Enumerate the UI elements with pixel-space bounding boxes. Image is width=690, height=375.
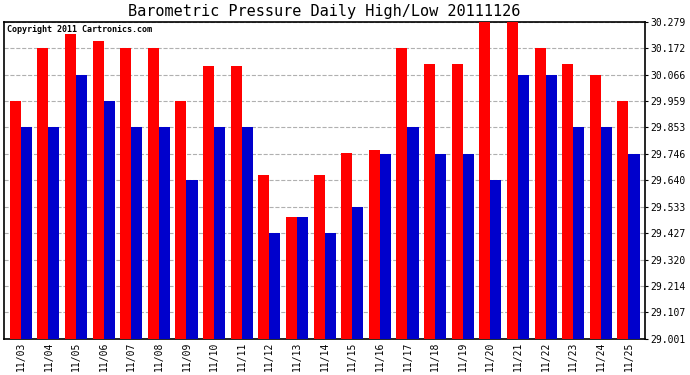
Bar [65,34,76,339]
Bar [573,128,584,339]
Bar [148,48,159,339]
Bar [76,75,87,339]
Bar [48,128,59,339]
Bar [214,128,225,339]
Bar [203,66,214,339]
Bar [258,175,269,339]
Bar [269,233,280,339]
Bar [601,128,612,339]
Bar [241,128,253,339]
Bar [286,217,297,339]
Bar [297,217,308,339]
Bar [159,128,170,339]
Bar [230,66,241,339]
Bar [435,154,446,339]
Bar [313,175,324,339]
Bar [546,75,557,339]
Bar [380,154,391,339]
Bar [341,153,352,339]
Bar [37,48,48,339]
Bar [535,48,546,339]
Bar [186,180,197,339]
Bar [21,128,32,339]
Bar [491,180,502,339]
Bar [368,150,380,339]
Bar [518,75,529,339]
Bar [590,75,601,339]
Bar [104,101,115,339]
Text: Copyright 2011 Cartronics.com: Copyright 2011 Cartronics.com [8,25,152,34]
Bar [424,64,435,339]
Bar [131,128,142,339]
Bar [629,154,640,339]
Bar [324,233,335,339]
Bar [10,101,21,339]
Bar [452,64,463,339]
Bar [120,48,131,339]
Bar [618,101,629,339]
Title: Barometric Pressure Daily High/Low 20111126: Barometric Pressure Daily High/Low 20111… [128,4,521,19]
Bar [480,22,491,339]
Bar [352,207,363,339]
Bar [397,48,408,339]
Bar [562,64,573,339]
Bar [507,22,518,339]
Bar [463,154,474,339]
Bar [92,41,104,339]
Bar [408,128,419,339]
Bar [175,101,186,339]
